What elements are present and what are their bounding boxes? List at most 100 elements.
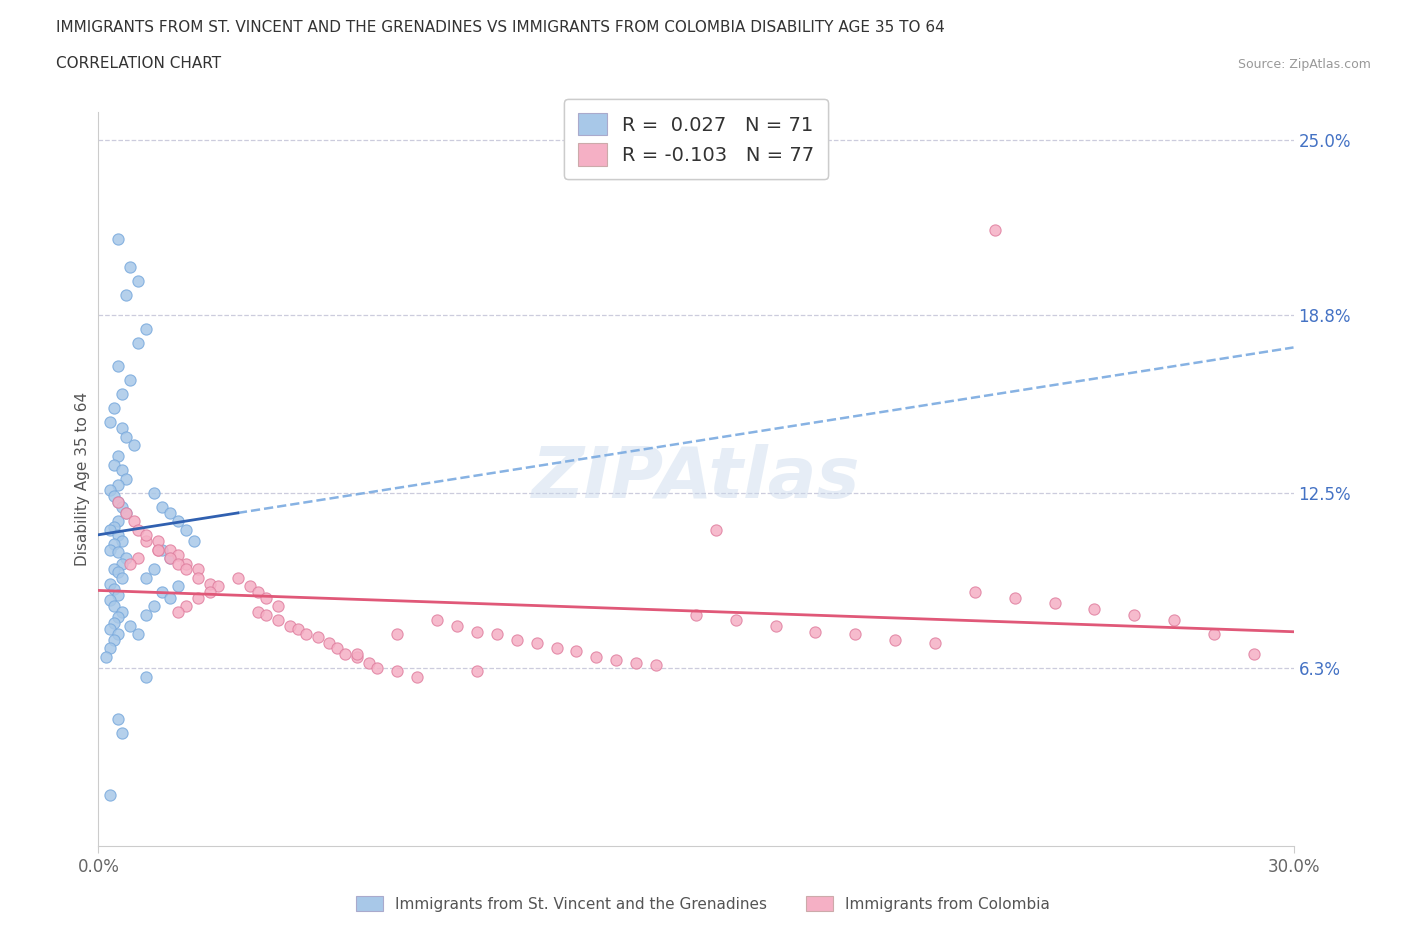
Point: [150, 499, 173, 514]
Point: [187, 591, 209, 605]
Point: [804, 624, 827, 639]
Legend: R =  0.027   N = 71, R = -0.103   N = 77: R = 0.027 N = 71, R = -0.103 N = 77: [564, 100, 828, 179]
Point: [135, 607, 157, 622]
Point: [645, 658, 668, 673]
Point: [143, 485, 166, 500]
Point: [135, 670, 157, 684]
Point: [198, 585, 221, 600]
Point: [98, 415, 122, 430]
Point: [226, 570, 249, 585]
Point: [115, 288, 138, 303]
Point: [103, 582, 125, 597]
Point: [98, 542, 122, 557]
Point: [174, 562, 197, 577]
Point: [254, 591, 277, 605]
Point: [111, 534, 134, 549]
Point: [335, 646, 357, 661]
Point: [984, 223, 1007, 238]
Text: ZIPAtlas: ZIPAtlas: [531, 445, 860, 513]
Point: [506, 632, 529, 647]
Point: [98, 641, 122, 656]
Point: [107, 627, 129, 642]
Y-axis label: Disability Age 35 to 64: Disability Age 35 to 64: [75, 392, 90, 566]
Point: [107, 494, 129, 509]
Point: [1163, 613, 1185, 628]
Point: [1202, 627, 1225, 642]
Point: [626, 656, 648, 671]
Point: [159, 542, 181, 557]
Point: [167, 604, 190, 619]
Point: [96, 649, 118, 664]
Point: [150, 585, 173, 600]
Point: [107, 528, 129, 543]
Point: [346, 646, 368, 661]
Point: [107, 358, 129, 373]
Point: [765, 618, 787, 633]
Point: [159, 591, 181, 605]
Point: [103, 632, 125, 647]
Point: [124, 514, 146, 529]
Point: [98, 523, 122, 538]
Point: [111, 570, 134, 585]
Point: [167, 514, 190, 529]
Point: [103, 520, 125, 535]
Point: [127, 273, 149, 288]
Point: [406, 670, 429, 684]
Point: [120, 373, 142, 388]
Point: [111, 556, 134, 571]
Point: [294, 627, 316, 642]
Point: [148, 542, 170, 557]
Point: [1043, 596, 1066, 611]
Point: [148, 534, 170, 549]
Point: [287, 621, 309, 636]
Point: [98, 593, 122, 608]
Point: [159, 551, 181, 565]
Point: [107, 494, 129, 509]
Point: [103, 401, 125, 416]
Point: [111, 499, 134, 514]
Point: [115, 505, 138, 520]
Point: [135, 570, 157, 585]
Point: [107, 711, 129, 726]
Point: [111, 387, 134, 402]
Point: [1004, 591, 1026, 605]
Point: [115, 429, 138, 444]
Point: [685, 607, 707, 622]
Point: [187, 562, 209, 577]
Point: [174, 599, 197, 614]
Point: [120, 259, 142, 274]
Point: [385, 664, 409, 679]
Point: [135, 322, 157, 337]
Point: [111, 463, 134, 478]
Point: [585, 649, 607, 664]
Point: [446, 618, 468, 633]
Point: [359, 656, 381, 671]
Point: [103, 537, 125, 551]
Point: [174, 556, 197, 571]
Point: [107, 610, 129, 625]
Point: [1083, 602, 1105, 617]
Point: [98, 788, 122, 803]
Point: [318, 635, 340, 650]
Point: [103, 488, 125, 503]
Point: [127, 336, 149, 351]
Point: [167, 578, 190, 593]
Point: [115, 472, 138, 486]
Point: [239, 578, 262, 593]
Point: [198, 576, 221, 591]
Point: [120, 556, 142, 571]
Point: [246, 604, 269, 619]
Point: [724, 613, 747, 628]
Point: [148, 542, 170, 557]
Point: [103, 458, 125, 472]
Point: [107, 449, 129, 464]
Point: [254, 607, 277, 622]
Point: [546, 641, 568, 656]
Point: [115, 505, 138, 520]
Point: [167, 548, 190, 563]
Point: [127, 627, 149, 642]
Point: [366, 661, 388, 676]
Point: [98, 483, 122, 498]
Point: [183, 534, 205, 549]
Point: [385, 627, 409, 642]
